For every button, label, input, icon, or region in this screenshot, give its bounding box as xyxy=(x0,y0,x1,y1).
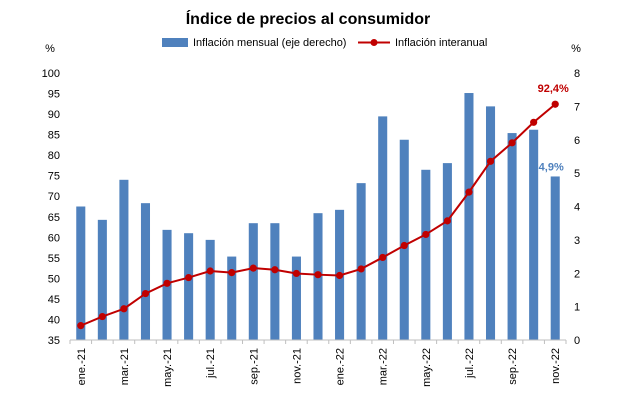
right-tick-label: 5 xyxy=(574,168,580,180)
left-axis-ticks: 35 40 45 50 55 60 65 70 75 80 85 90 95 100 xyxy=(42,68,60,347)
x-tick-label: nov.-21 xyxy=(291,348,303,384)
annual-inflation-point xyxy=(314,271,322,279)
x-tick-label: sep.-21 xyxy=(248,348,260,385)
annual-inflation-point xyxy=(292,269,301,278)
monthly-bar xyxy=(184,233,194,340)
left-tick-label: 100 xyxy=(42,68,60,80)
monthly-bar xyxy=(421,169,431,340)
monthly-bar xyxy=(464,93,474,341)
annual-inflation-point xyxy=(551,100,559,108)
monthly-bar xyxy=(507,133,517,340)
x-axis-ticks: ene.-21 mar.-21 may.-21 jul.-21 sep.-21 nov.-… xyxy=(69,340,567,387)
left-axis-unit: % xyxy=(45,43,55,55)
annual-inflation-point xyxy=(228,269,236,277)
annual-inflation-point xyxy=(335,271,344,280)
left-tick-label: 75 xyxy=(48,171,60,183)
monthly-bar xyxy=(270,223,280,340)
right-axis-ticks: 0 1 2 3 4 5 6 7 8 xyxy=(574,68,580,347)
left-tick-label: 55 xyxy=(48,253,60,265)
x-tick-label: jul.-22 xyxy=(464,348,476,379)
x-tick-label: may.-22 xyxy=(421,348,433,387)
monthly-bar xyxy=(97,219,107,340)
annual-inflation-point xyxy=(271,266,279,274)
left-tick-label: 60 xyxy=(48,232,60,244)
annual-inflation-point xyxy=(379,253,387,262)
x-tick-label: mar.-21 xyxy=(119,348,131,385)
monthly-bar xyxy=(442,163,452,340)
legend-line-marker xyxy=(370,39,378,46)
monthly-bar xyxy=(485,106,496,340)
monthly-bar xyxy=(529,129,539,340)
monthly-bar xyxy=(140,203,151,340)
monthly-bar xyxy=(550,176,560,340)
right-tick-label: 1 xyxy=(574,302,580,314)
monthly-bar xyxy=(378,116,388,340)
legend-line-label: Inflación interanual xyxy=(395,37,487,49)
left-tick-label: 70 xyxy=(48,191,60,203)
x-tick-label: may.-21 xyxy=(162,348,174,387)
annual-inflation-point xyxy=(98,312,106,321)
annual-inflation-annotation: 92,4% xyxy=(538,83,569,95)
annual-inflation-point xyxy=(400,241,408,250)
monthly-bar xyxy=(119,179,129,340)
monthly-bar xyxy=(205,239,215,340)
annual-inflation-point xyxy=(249,264,257,272)
left-tick-label: 90 xyxy=(48,109,60,121)
left-tick-label: 65 xyxy=(48,212,60,224)
chart-title: Índice de precios al consumidor xyxy=(186,9,431,28)
left-tick-label: 85 xyxy=(48,130,60,142)
legend-bar-swatch xyxy=(162,38,188,47)
monthly-bars xyxy=(76,93,560,341)
left-tick-label: 40 xyxy=(48,314,60,326)
x-tick-label: ene.-21 xyxy=(76,348,88,385)
x-tick-label: mar.-22 xyxy=(378,348,390,385)
monthly-bar xyxy=(248,223,258,340)
monthly-bar xyxy=(291,256,301,340)
left-tick-label: 50 xyxy=(48,273,60,285)
monthly-bar xyxy=(227,256,237,340)
right-tick-label: 7 xyxy=(574,101,580,113)
right-axis-unit: % xyxy=(571,43,581,55)
left-tick-label: 45 xyxy=(48,294,60,306)
legend: Inflación mensual (eje derecho) Inflació… xyxy=(162,37,487,49)
legend-bar-label: Inflación mensual (eje derecho) xyxy=(193,37,346,49)
annual-inflation-point xyxy=(422,230,430,239)
monthly-bar xyxy=(356,183,366,340)
x-tick-label: sep.-22 xyxy=(507,348,519,385)
annual-inflation-point xyxy=(77,322,85,330)
monthly-bar xyxy=(399,139,409,340)
left-tick-label: 80 xyxy=(48,150,60,162)
right-tick-label: 3 xyxy=(574,235,580,247)
annual-inflation-points xyxy=(77,100,559,330)
annotations: 92,4% 4,9% xyxy=(538,83,569,173)
annual-inflation-point xyxy=(486,157,495,165)
right-tick-label: 0 xyxy=(574,335,580,347)
right-tick-label: 2 xyxy=(574,268,580,280)
x-tick-label: nov.-22 xyxy=(550,348,562,384)
annual-inflation-point xyxy=(465,188,473,196)
right-tick-label: 4 xyxy=(574,202,580,214)
annual-inflation-point xyxy=(357,265,365,273)
annual-inflation-point xyxy=(443,217,451,225)
annual-inflation-point xyxy=(120,305,128,313)
annual-inflation-point xyxy=(163,279,171,287)
monthly-inflation-annotation: 4,9% xyxy=(539,161,564,173)
left-tick-label: 95 xyxy=(48,89,60,101)
annual-inflation-point xyxy=(530,118,538,126)
annual-inflation-point xyxy=(206,267,214,275)
left-tick-label: 35 xyxy=(48,335,60,347)
monthly-bar xyxy=(76,206,86,340)
right-tick-label: 6 xyxy=(574,135,580,147)
x-tick-label: ene.-22 xyxy=(335,348,347,385)
annual-inflation-point xyxy=(185,273,193,282)
annual-inflation-point xyxy=(508,139,516,147)
annual-inflation-point xyxy=(141,289,150,298)
right-tick-label: 8 xyxy=(574,68,580,80)
x-tick-label: jul.-21 xyxy=(205,348,217,379)
